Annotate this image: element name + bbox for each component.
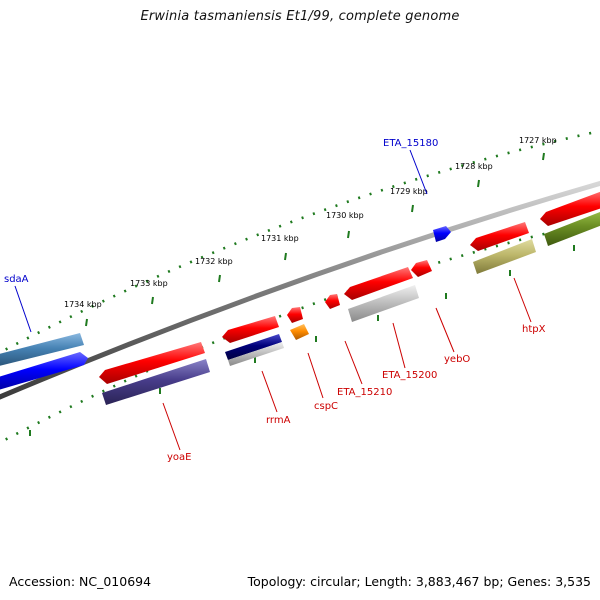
reverse-strand-features xyxy=(99,191,600,405)
tick-label-1727: 1727 kbp xyxy=(519,136,557,145)
gene-label-rrmA: rrmA xyxy=(266,415,291,426)
gene-label-ETA_15200: ETA_15200 xyxy=(382,370,437,381)
gene-label-ETA_15210: ETA_15210 xyxy=(337,387,392,398)
gene-feature-ETA_15180 xyxy=(433,226,451,242)
tick-label-1730: 1730 kbp xyxy=(326,211,364,220)
genome-backbone xyxy=(0,180,600,400)
gene-feature-yoaE-red xyxy=(99,342,205,384)
gene-feature-htpX xyxy=(473,239,536,274)
label-leader-lines xyxy=(14,149,532,451)
gene-feature-edge-red xyxy=(540,191,600,226)
gene-feature-cspC-red xyxy=(287,307,303,323)
gene-feature-htpX-red xyxy=(470,222,529,251)
tick-label-1729: 1729 kbp xyxy=(390,187,428,196)
gene-feature-ETA_15200-red xyxy=(344,267,413,300)
gene-feature-yoaE xyxy=(102,359,210,405)
gene-feature-rrmA-red xyxy=(222,316,279,343)
major-ticks xyxy=(29,152,575,436)
gene-label-yoaE: yoaE xyxy=(167,452,191,463)
tick-label-1733: 1733 kbp xyxy=(130,279,168,288)
gene-label-ETA_15180: ETA_15180 xyxy=(383,138,438,149)
gene-label-yebO: yebO xyxy=(444,354,470,365)
map-title: Erwinia tasmaniensis Et1/99, complete ge… xyxy=(140,9,460,24)
gene-feature-yebO xyxy=(411,260,432,277)
gene-label-sdaA: sdaA xyxy=(4,274,29,285)
gene-label-htpX: htpX xyxy=(522,324,546,335)
gene-feature-edge-olive xyxy=(544,211,600,246)
gene-feature-rrmA xyxy=(225,334,282,360)
topology-text: Topology: circular; Length: 3,883,467 bp… xyxy=(247,574,591,589)
forward-strand-features xyxy=(0,226,451,390)
gene-feature-cspC xyxy=(290,324,309,340)
tick-label-1732: 1732 kbp xyxy=(195,257,233,266)
gene-label-cspC: cspC xyxy=(314,401,338,412)
gene-feature-ETA_15210 xyxy=(325,294,340,309)
accession-text: Accession: NC_010694 xyxy=(9,574,152,589)
gene-feature-rrmA-silver xyxy=(228,342,284,366)
inner-tick-track xyxy=(0,219,600,444)
outer-tick-track xyxy=(0,129,600,354)
tick-label-1734: 1734 kbp xyxy=(64,300,102,309)
gene-feature-blue-long xyxy=(0,352,88,390)
gene-feature-ETA_15200 xyxy=(348,285,419,322)
gene-feature-sdaA xyxy=(0,333,84,366)
tick-label-1731: 1731 kbp xyxy=(261,234,299,243)
tick-label-1728: 1728 kbp xyxy=(455,162,493,171)
